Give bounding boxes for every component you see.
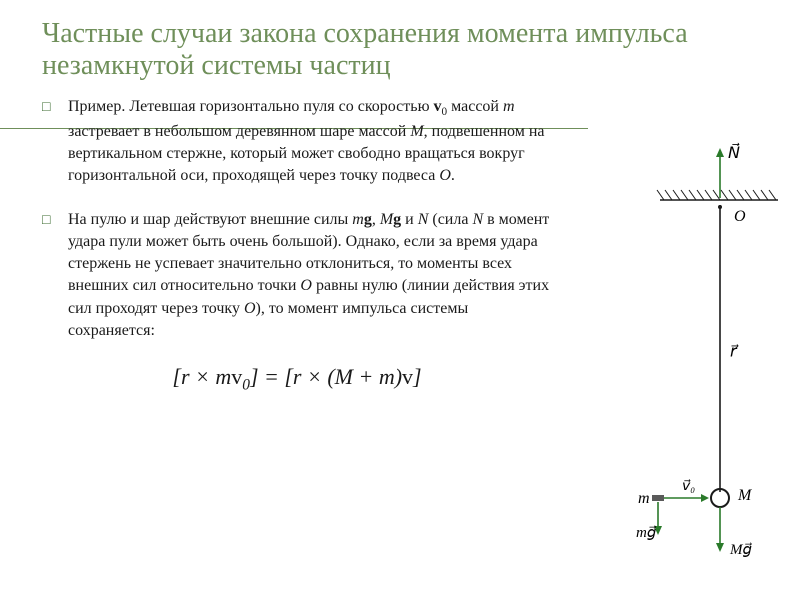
bullet-2: На пулю и шар действуют внешние силы mg,… (42, 209, 552, 341)
bullet-1: Пример. Летевшая горизонтально пуля со с… (42, 96, 552, 187)
text-column: Пример. Летевшая горизонтально пуля со с… (42, 96, 552, 394)
svg-text:v⃗₀: v⃗₀ (682, 479, 695, 494)
svg-text:M: M (737, 487, 753, 504)
svg-text:O: O (734, 208, 746, 225)
pendulum-diagram: N⃗ Or⃗ Mm v⃗₀ mg⃗ Mg⃗ (600, 140, 780, 560)
formula: [r × mv0] = [r × (M + m)v] (42, 364, 552, 394)
svg-text:mg⃗: mg⃗ (636, 525, 657, 541)
svg-text:r⃗: r⃗ (730, 344, 739, 361)
svg-text:Mg⃗: Mg⃗ (729, 542, 752, 558)
bullet-1-text: Пример. Летевшая горизонтально пуля со с… (68, 98, 545, 184)
bullet-2-text: На пулю и шар действуют внешние силы mg,… (68, 211, 549, 338)
svg-text:m: m (638, 490, 650, 507)
slide-title: Частные случаи закона сохранения момента… (42, 18, 772, 86)
svg-text:N⃗: N⃗ (728, 142, 740, 162)
